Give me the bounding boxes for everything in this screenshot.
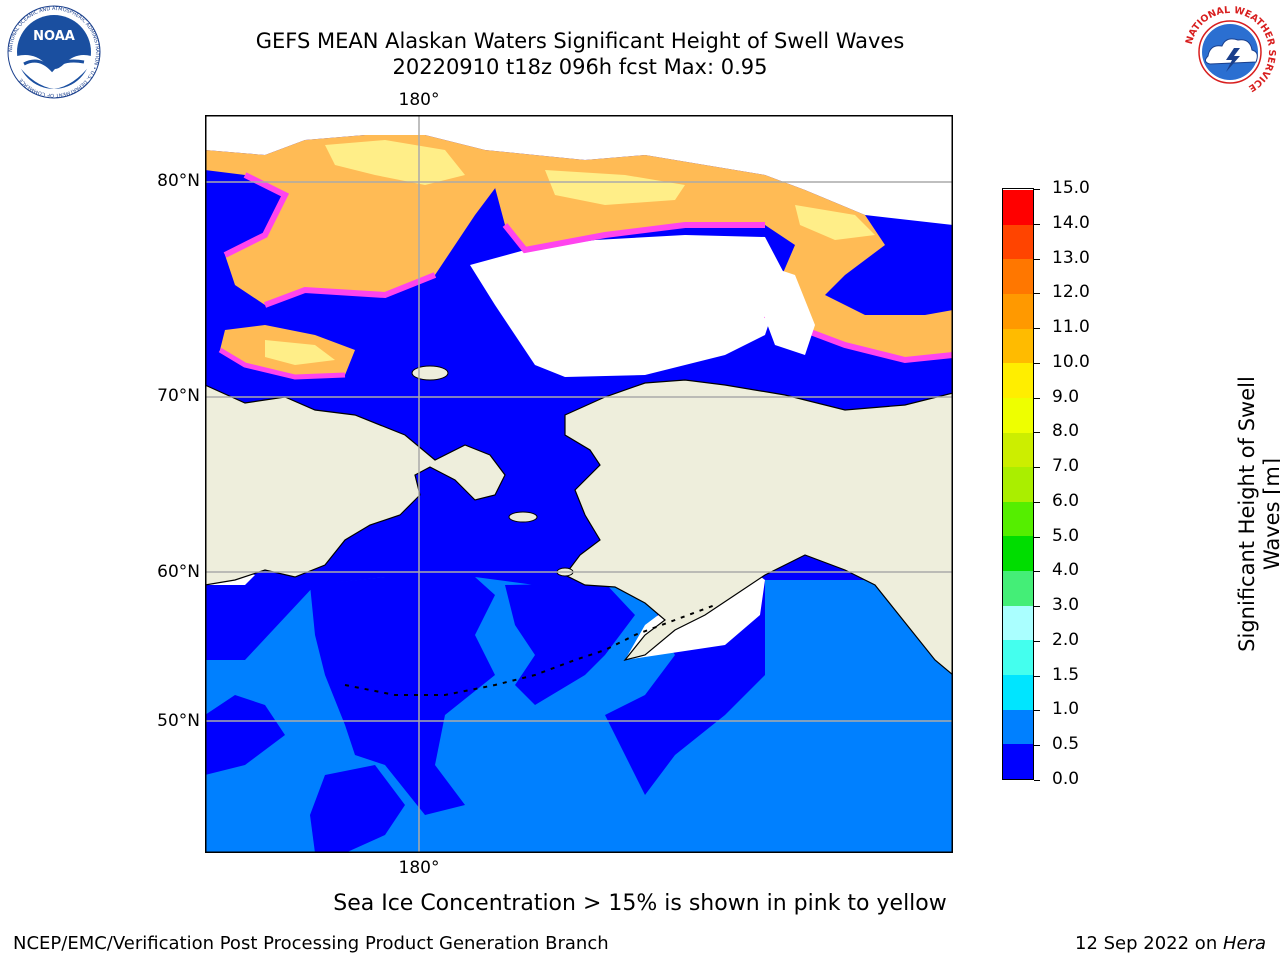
colorbar-tick-label: 10.0 bbox=[1052, 351, 1090, 372]
colorbar-tick bbox=[1034, 501, 1040, 503]
sea-ice-note: Sea Ice Concentration > 15% is shown in … bbox=[333, 891, 947, 916]
colorbar-segment bbox=[1003, 362, 1033, 398]
footer-branch: NCEP/EMC/Verification Post Processing Pr… bbox=[13, 933, 609, 954]
sea-ice-pink-edge-1 bbox=[223, 172, 437, 308]
colorbar-tick bbox=[1034, 536, 1040, 538]
colorbar-segment bbox=[1003, 189, 1033, 225]
land-wrangel-island bbox=[411, 365, 449, 381]
colorbar-tick-label: 11.0 bbox=[1052, 317, 1090, 338]
no-data-arctic-area bbox=[470, 235, 785, 377]
land-alaska bbox=[564, 379, 953, 676]
colorbar-tick-label: 8.0 bbox=[1052, 421, 1080, 442]
colorbar-tick-label: 4.0 bbox=[1052, 560, 1080, 581]
sea-ice-yellow-4 bbox=[265, 340, 335, 365]
colorbar-tick bbox=[1034, 467, 1040, 469]
graticule bbox=[205, 115, 953, 853]
colorbar-segment bbox=[1003, 639, 1033, 676]
lon-label-bottom: 180° bbox=[398, 858, 440, 878]
swell-height-map bbox=[205, 115, 953, 853]
sea-ice-yellow-3 bbox=[795, 205, 875, 240]
colorbar-tick-label: 3.0 bbox=[1052, 595, 1080, 616]
colorbar-tick-label: 0.5 bbox=[1052, 734, 1080, 755]
colorbar-tick-label: 0.0 bbox=[1052, 769, 1080, 789]
land-aleutian-chain bbox=[344, 604, 716, 696]
colorbar-segment bbox=[1003, 709, 1033, 745]
colorbar-segment bbox=[1003, 743, 1033, 779]
chart-subtitle: 20220910 t18z 096h fcst Max: 0.95 bbox=[392, 55, 768, 79]
no-data-patch-east bbox=[760, 265, 815, 355]
ocean-deep-tongue-central bbox=[505, 583, 635, 705]
colorbar-segment bbox=[1003, 224, 1033, 260]
colorbar-tick bbox=[1034, 223, 1040, 225]
colorbar-tick-label: 2.0 bbox=[1052, 629, 1080, 650]
colorbar-tick-label: 15.0 bbox=[1052, 178, 1090, 198]
colorbar-title: Significant Height of Swell Waves [m] bbox=[1235, 376, 1280, 652]
land-st-lawrence-island bbox=[508, 511, 538, 523]
ocean-deep-west-edge bbox=[205, 695, 285, 775]
colorbar-segment bbox=[1003, 466, 1033, 502]
colorbar-tick-label: 12.0 bbox=[1052, 282, 1090, 303]
colorbar-segment bbox=[1003, 674, 1033, 710]
colorbar-tick bbox=[1034, 780, 1040, 781]
noaa-logo: NOAA NATIONAL OCEANIC AND ATMOSPHERIC AD… bbox=[7, 5, 101, 99]
ocean-deep-tongue-west bbox=[310, 577, 495, 815]
nws-logo: NATIONAL WEATHER SERVICE bbox=[1184, 5, 1277, 98]
sea-ice-yellow-1 bbox=[325, 140, 465, 185]
colorbar-segment bbox=[1003, 605, 1033, 641]
colorbar-segment bbox=[1003, 501, 1033, 537]
no-data-top-strip bbox=[205, 115, 953, 225]
colorbar-tick-label: 5.0 bbox=[1052, 525, 1080, 546]
colorbar-segment bbox=[1003, 432, 1033, 468]
sea-ice-yellow-2 bbox=[545, 170, 685, 205]
colorbar-tick bbox=[1034, 745, 1040, 747]
chart-title: GEFS MEAN Alaskan Waters Significant Hei… bbox=[255, 29, 905, 53]
footer-date: 12 Sep 2022 on Hera bbox=[1075, 933, 1266, 954]
lon-label-top: 180° bbox=[398, 90, 440, 110]
colorbar-segment bbox=[1003, 570, 1033, 606]
colorbar-tick-label: 1.0 bbox=[1052, 699, 1080, 720]
colorbar-segment bbox=[1003, 535, 1033, 572]
colorbar-segment bbox=[1003, 293, 1033, 329]
lat-label-60: 60°N bbox=[157, 562, 200, 582]
lat-label-50: 50°N bbox=[157, 711, 200, 731]
colorbar-tick bbox=[1034, 710, 1040, 712]
colorbar-tick-label: 13.0 bbox=[1052, 247, 1090, 268]
colorbar-tick-label: 1.5 bbox=[1052, 664, 1080, 685]
colorbar-tick-label: 14.0 bbox=[1052, 212, 1090, 233]
lat-label-80: 80°N bbox=[157, 171, 200, 191]
colorbar-tick-label: 7.0 bbox=[1052, 456, 1080, 477]
ocean-deep-sw-patch bbox=[310, 765, 405, 853]
colorbar-tick bbox=[1034, 640, 1040, 642]
colorbar bbox=[1002, 188, 1034, 780]
colorbar-tick bbox=[1034, 571, 1040, 573]
colorbar-tick bbox=[1034, 362, 1040, 364]
lat-label-70: 70°N bbox=[157, 386, 200, 406]
colorbar-tick bbox=[1034, 293, 1040, 295]
map-frame bbox=[205, 115, 953, 853]
colorbar-segment bbox=[1003, 328, 1033, 364]
colorbar-tick bbox=[1034, 432, 1040, 434]
colorbar-tick bbox=[1034, 258, 1040, 260]
colorbar-tick bbox=[1034, 189, 1040, 190]
noaa-logo-text: NOAA bbox=[33, 29, 75, 44]
colorbar-tick bbox=[1034, 328, 1040, 330]
colorbar-tick bbox=[1034, 606, 1040, 608]
land-siberia bbox=[205, 384, 506, 586]
colorbar-tick-label: 9.0 bbox=[1052, 386, 1080, 407]
colorbar-segment bbox=[1003, 397, 1033, 433]
sea-ice-pink-edge-3 bbox=[218, 347, 346, 380]
colorbar-tick bbox=[1034, 397, 1040, 399]
colorbar-tick-label: 6.0 bbox=[1052, 490, 1080, 511]
colorbar-tick bbox=[1034, 675, 1040, 677]
colorbar-segment bbox=[1003, 258, 1033, 294]
